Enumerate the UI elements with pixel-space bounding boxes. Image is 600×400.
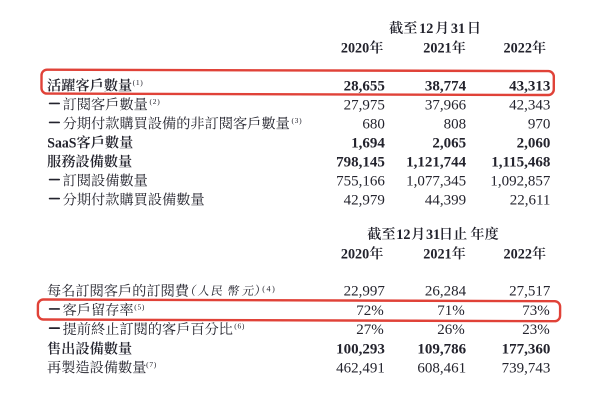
svg-text:808: 808: [444, 116, 467, 132]
svg-text:71%: 71%: [437, 303, 465, 319]
svg-text:27,517: 27,517: [509, 284, 551, 300]
svg-text:680: 680: [362, 116, 385, 132]
svg-text:2021: 2021: [423, 41, 451, 57]
svg-text:SaaS: SaaS: [47, 135, 76, 151]
svg-text:970: 970: [528, 116, 551, 132]
svg-text:1,694: 1,694: [351, 135, 385, 151]
svg-text:1,115,468: 1,115,468: [491, 154, 550, 170]
svg-text:44,399: 44,399: [425, 192, 466, 208]
svg-text:1,092,857: 1,092,857: [490, 173, 551, 189]
svg-text:2020: 2020: [341, 41, 369, 57]
svg-text:608,461: 608,461: [417, 360, 466, 376]
svg-text:1,077,345: 1,077,345: [406, 173, 466, 189]
svg-text:2022: 2022: [504, 246, 532, 262]
svg-text:38,774: 38,774: [425, 78, 467, 94]
svg-text:177,360: 177,360: [502, 342, 551, 358]
svg-text:12: 12: [396, 227, 410, 243]
svg-text:(4): (4): [262, 285, 276, 294]
svg-text:109,786: 109,786: [417, 342, 466, 358]
svg-text:23%: 23%: [522, 322, 550, 338]
svg-text:462,491: 462,491: [336, 360, 385, 376]
svg-text:42,979: 42,979: [344, 192, 385, 208]
svg-text:42,343: 42,343: [509, 97, 550, 113]
svg-text:(1): (1): [133, 78, 144, 87]
svg-text:28,655: 28,655: [344, 78, 385, 94]
svg-text:739,743: 739,743: [502, 360, 551, 376]
svg-text:(7): (7): [146, 360, 157, 369]
svg-text:27%: 27%: [356, 322, 384, 338]
svg-text:27,975: 27,975: [344, 97, 385, 113]
svg-text:(5): (5): [134, 302, 145, 311]
svg-text:22,997: 22,997: [344, 284, 386, 300]
svg-text:(6): (6): [234, 322, 245, 331]
svg-text:755,166: 755,166: [336, 173, 385, 189]
svg-text:43,313: 43,313: [509, 78, 550, 94]
svg-text:73%: 73%: [522, 303, 550, 319]
svg-text:22,611: 22,611: [510, 192, 551, 208]
svg-text:72%: 72%: [356, 303, 384, 319]
svg-text:798,145: 798,145: [336, 154, 385, 170]
svg-text:(3): (3): [291, 116, 302, 125]
svg-text:(2): (2): [150, 97, 161, 106]
svg-text:37,966: 37,966: [425, 97, 467, 113]
svg-text:2021: 2021: [423, 246, 451, 262]
svg-text:2,060: 2,060: [517, 135, 551, 151]
svg-text:31: 31: [451, 21, 465, 37]
svg-text:31: 31: [426, 227, 440, 243]
svg-text:26%: 26%: [437, 322, 465, 338]
svg-text:2,065: 2,065: [432, 135, 466, 151]
svg-text:12: 12: [419, 21, 433, 37]
svg-text:2022: 2022: [504, 41, 532, 57]
svg-text:2020: 2020: [341, 246, 369, 262]
svg-text:1,121,744: 1,121,744: [406, 154, 467, 170]
svg-text:26,284: 26,284: [425, 284, 467, 300]
svg-text:100,293: 100,293: [336, 342, 385, 358]
